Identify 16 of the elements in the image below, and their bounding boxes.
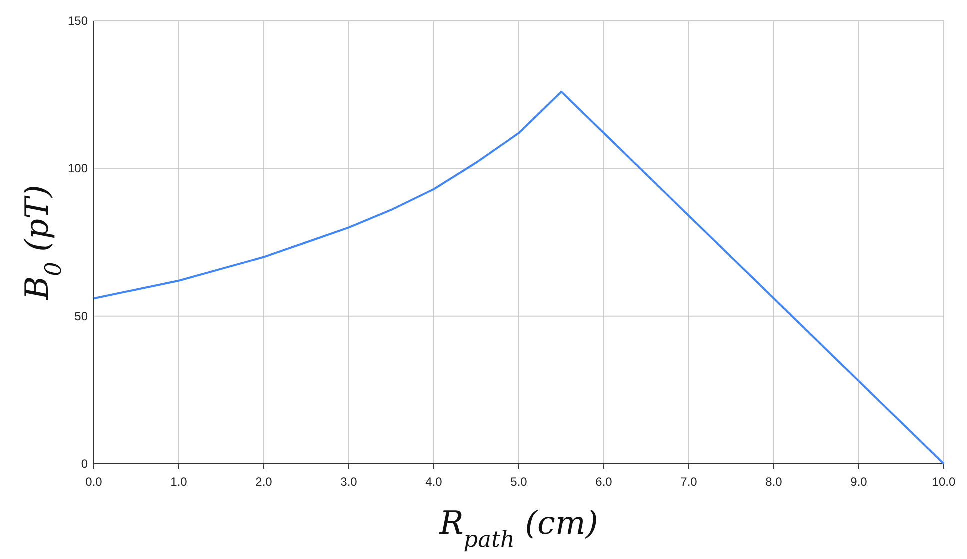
x-tick-label: 7.0 [680,475,698,489]
y-tick-label: 0 [81,457,88,471]
x-tick-label: 0.0 [86,475,103,489]
x-tick-label: 4.0 [426,475,443,489]
x-tick-label: 8.0 [766,475,783,489]
x-tick-label: 6.0 [596,475,613,489]
y-tick-label: 100 [68,162,88,176]
x-tick-label: 3.0 [340,475,358,489]
x-tick-label: 9.0 [850,475,868,489]
y-tick-label: 50 [74,309,88,324]
x-axis-title: R$_{path}$ (cm) [438,504,598,553]
x-tick-label: 5.0 [510,475,528,489]
y-tick-label: 150 [68,14,88,28]
x-tick-label: 1.0 [170,475,188,489]
x-tick-label: 2.0 [256,475,273,489]
x-tick-label: 10.0 [932,475,956,489]
